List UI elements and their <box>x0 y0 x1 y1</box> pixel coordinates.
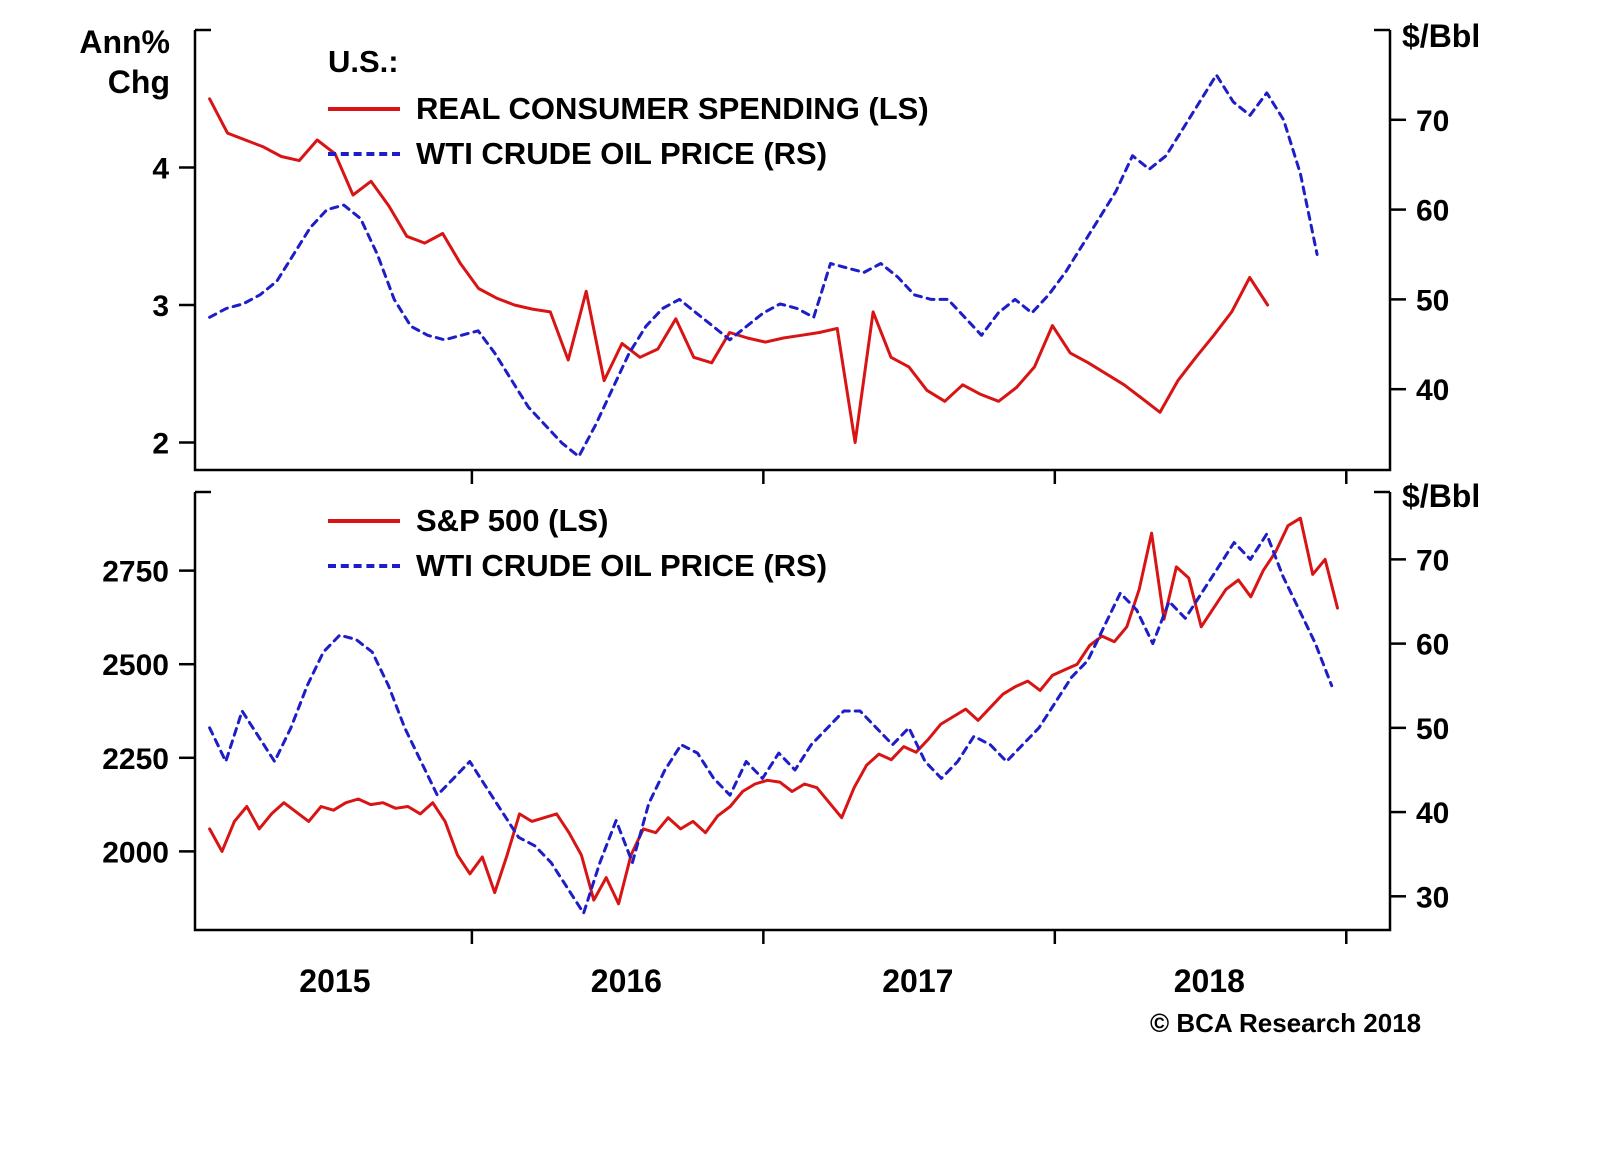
left-axis-unit-line2: Chg <box>107 64 170 100</box>
legend-item-wti-bottom: WTI CRUDE OIL PRICE (RS) <box>328 543 827 588</box>
svg-text:60: 60 <box>1416 195 1449 228</box>
legend-top-panel: U.S.: REAL CONSUMER SPENDING (LS) WTI CR… <box>328 44 929 176</box>
legend-item-wti-top: WTI CRUDE OIL PRICE (RS) <box>328 131 929 176</box>
blue-dashed-line-sample <box>328 151 400 156</box>
svg-text:50: 50 <box>1416 713 1449 746</box>
svg-text:2750: 2750 <box>102 556 169 589</box>
copyright-notice: © BCA Research 2018 <box>1150 1008 1422 1038</box>
right-axis-unit-label-top: $/Bbl <box>1402 18 1481 54</box>
svg-text:4: 4 <box>152 153 169 186</box>
svg-text:2016: 2016 <box>591 963 662 999</box>
legend-label: WTI CRUDE OIL PRICE (RS) <box>416 547 828 583</box>
svg-text:2: 2 <box>152 428 169 461</box>
blue-dashed-line-sample <box>328 563 400 568</box>
svg-text:2250: 2250 <box>102 743 169 776</box>
svg-text:2017: 2017 <box>882 963 953 999</box>
right-axis-unit-label-bottom: $/Bbl <box>1402 478 1481 514</box>
svg-text:2000: 2000 <box>102 836 169 869</box>
legend-item-consumer-spending: REAL CONSUMER SPENDING (LS) <box>328 86 929 131</box>
svg-text:70: 70 <box>1416 105 1449 138</box>
red-solid-line-sample <box>328 106 400 111</box>
left-axis-unit-line1: Ann% <box>79 24 170 60</box>
legend-bottom-panel: S&P 500 (LS) WTI CRUDE OIL PRICE (RS) <box>328 498 827 588</box>
left-axis-unit-label: Ann% Chg <box>60 22 170 102</box>
svg-text:40: 40 <box>1416 797 1449 830</box>
legend-title: U.S.: <box>328 44 399 79</box>
legend-label: WTI CRUDE OIL PRICE (RS) <box>416 135 828 171</box>
legend-item-sp500: S&P 500 (LS) <box>328 498 827 543</box>
svg-text:2500: 2500 <box>102 649 169 682</box>
svg-text:50: 50 <box>1416 284 1449 317</box>
svg-text:30: 30 <box>1416 881 1449 914</box>
svg-text:40: 40 <box>1416 374 1449 407</box>
svg-text:3: 3 <box>152 290 169 323</box>
red-solid-line-sample <box>328 518 400 523</box>
legend-label: REAL CONSUMER SPENDING (LS) <box>416 90 929 126</box>
svg-text:2015: 2015 <box>299 963 370 999</box>
svg-text:2018: 2018 <box>1174 963 1245 999</box>
svg-text:70: 70 <box>1416 544 1449 577</box>
svg-text:60: 60 <box>1416 629 1449 662</box>
legend-label: S&P 500 (LS) <box>416 502 609 538</box>
